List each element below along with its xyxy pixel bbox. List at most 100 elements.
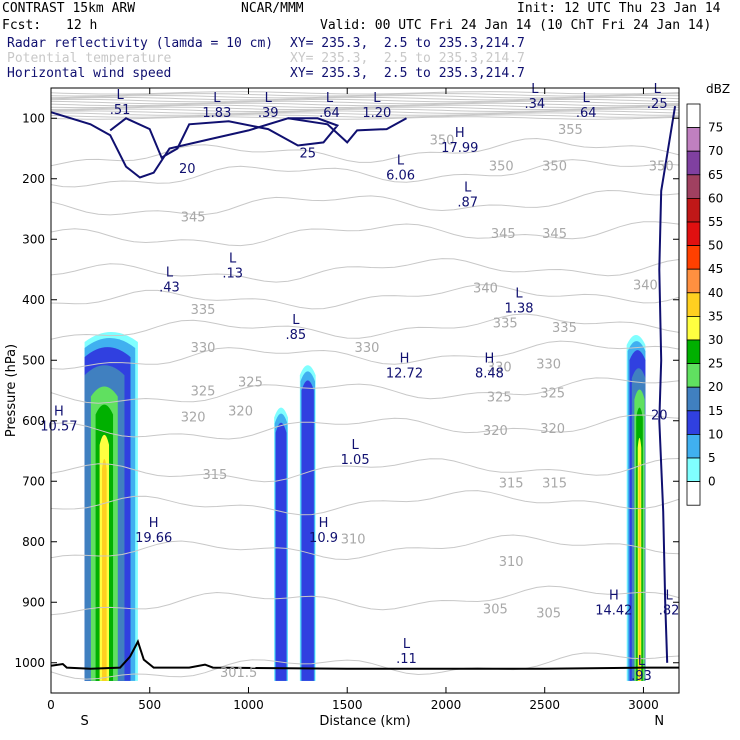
theta-label: 330 <box>355 341 380 356</box>
axes: 0 500 1000 1500 2000 2500 3000 100 200 300 400 500 6… <box>4 88 679 729</box>
extremum-value: .43 <box>159 280 180 295</box>
extremum-marker: L <box>373 91 381 106</box>
organization: NCAR/MMM <box>241 1 304 16</box>
extremum-value: .82 <box>659 603 680 618</box>
y-tick-label: 900 <box>22 595 45 609</box>
theta-label: 335 <box>191 303 216 318</box>
theta-label: 305 <box>536 607 561 622</box>
wind-label: 25 <box>299 147 316 162</box>
colorbar-swatch <box>686 339 701 365</box>
extremum-marker: L <box>326 91 334 106</box>
theta-isoline <box>51 458 679 483</box>
colorbar-unit: dBZ <box>706 82 730 96</box>
colorbar-swatch <box>686 174 701 199</box>
theta-isoline <box>51 93 679 97</box>
extremum-value: 12.72 <box>386 366 423 381</box>
colorbar-swatch <box>686 457 701 483</box>
theta-label: 325 <box>487 391 512 406</box>
extremum-marker: L <box>654 82 662 97</box>
theta-label: 315 <box>202 468 227 483</box>
y-tick-label: 300 <box>22 232 45 246</box>
colorbar-swatch <box>686 481 701 506</box>
theta-isoline <box>51 534 679 561</box>
extremum-marker: L <box>265 91 273 106</box>
extremum-value: 10.57 <box>40 420 77 435</box>
extremum-value: .39 <box>258 106 279 121</box>
extremum-marker: H <box>485 351 495 366</box>
y-tick-label: 700 <box>22 474 45 488</box>
extremum-value: 14.42 <box>595 603 632 618</box>
field-1-xy: XY= 235.3, 2.5 to 235.3,214.7 <box>290 36 525 51</box>
theta-label: 320 <box>483 424 508 439</box>
extremum-marker: H <box>455 126 465 141</box>
y-tick-label: 100 <box>22 111 45 125</box>
theta-isoline <box>51 313 679 340</box>
init-time: Init: 12 UTC Thu 23 Jan 14 <box>517 1 721 16</box>
colorbar-swatch <box>686 150 701 176</box>
y-axis-title: Pressure (hPa) <box>4 344 19 437</box>
extremum-value: .34 <box>524 97 545 112</box>
x-tick-label: 2000 <box>431 698 462 712</box>
theta-label: 310 <box>499 555 524 570</box>
extremum-value: .87 <box>457 196 478 211</box>
theta-label: 320 <box>181 411 206 426</box>
theta-label: 350 <box>542 159 567 174</box>
extremum-value: 17.99 <box>441 141 478 156</box>
field-1-name: Radar reflectivity (lamda = 10 cm) <box>7 36 274 51</box>
theta-label: 345 <box>181 210 206 225</box>
storm-cell <box>274 407 288 681</box>
extremum-marker: H <box>609 588 619 603</box>
colorbar-label: 10 <box>708 427 723 441</box>
extremum-marker: L <box>531 82 539 97</box>
theta-isoline <box>51 221 679 247</box>
theta-isoline <box>51 112 679 116</box>
colorbar-label: 15 <box>708 404 723 418</box>
colorbar-label: 70 <box>708 144 723 158</box>
x-tick-label: 500 <box>138 698 161 712</box>
colorbar-swatch <box>686 268 701 294</box>
extremum-marker: H <box>54 405 64 420</box>
extremum-value: .64 <box>576 106 597 121</box>
theta-label: 345 <box>491 227 516 242</box>
y-tick-label: 600 <box>22 414 45 428</box>
colorbar-label: 40 <box>708 286 723 300</box>
extremum-value: 8.48 <box>475 366 504 381</box>
theta-isoline <box>51 96 679 101</box>
colorbar-label: 60 <box>708 191 723 205</box>
colorbar-label: 65 <box>708 168 723 182</box>
extremum-value: .85 <box>286 328 307 343</box>
extremum-marker: L <box>583 91 591 106</box>
wind-label: 20 <box>651 409 668 424</box>
theta-isoline <box>51 159 679 188</box>
colorbar-swatch <box>686 245 701 270</box>
extremum-marker: L <box>666 588 674 603</box>
theta-isoline <box>51 340 679 370</box>
extremum-marker: L <box>403 637 411 652</box>
extremum-value: 10.9 <box>309 531 338 546</box>
x-tick-label: 3000 <box>628 698 659 712</box>
theta-label: 340 <box>473 282 498 297</box>
theta-label: 325 <box>540 386 565 401</box>
field-3-xy: XY= 235.3, 2.5 to 235.3,214.7 <box>290 66 525 81</box>
extremum-value: .64 <box>319 106 340 121</box>
extremum-marker: H <box>319 516 329 531</box>
plot-frame <box>50 87 680 694</box>
theta-label: 345 <box>542 227 567 242</box>
theta-label: 350 <box>430 133 455 148</box>
wind-isotach <box>109 117 340 160</box>
theta-label: 340 <box>633 279 658 294</box>
theta-isoline <box>51 490 679 516</box>
theta-label: 330 <box>536 357 561 372</box>
colorbar-swatch <box>686 197 701 223</box>
extremum-value: 1.83 <box>202 106 231 121</box>
theta-isoline <box>51 377 679 404</box>
colorbar-label: 55 <box>708 215 723 229</box>
reflectivity-band <box>301 380 314 681</box>
theta-isoline <box>51 652 679 680</box>
theta-label: 301.5 <box>220 666 257 681</box>
colorbar-label: 75 <box>708 121 723 135</box>
field-2-name: Potential temperature <box>7 51 172 66</box>
wind-label: 20 <box>179 162 196 177</box>
figure-header: CONTRAST 15km ARW NCAR/MMM Init: 12 UTC … <box>0 0 740 90</box>
